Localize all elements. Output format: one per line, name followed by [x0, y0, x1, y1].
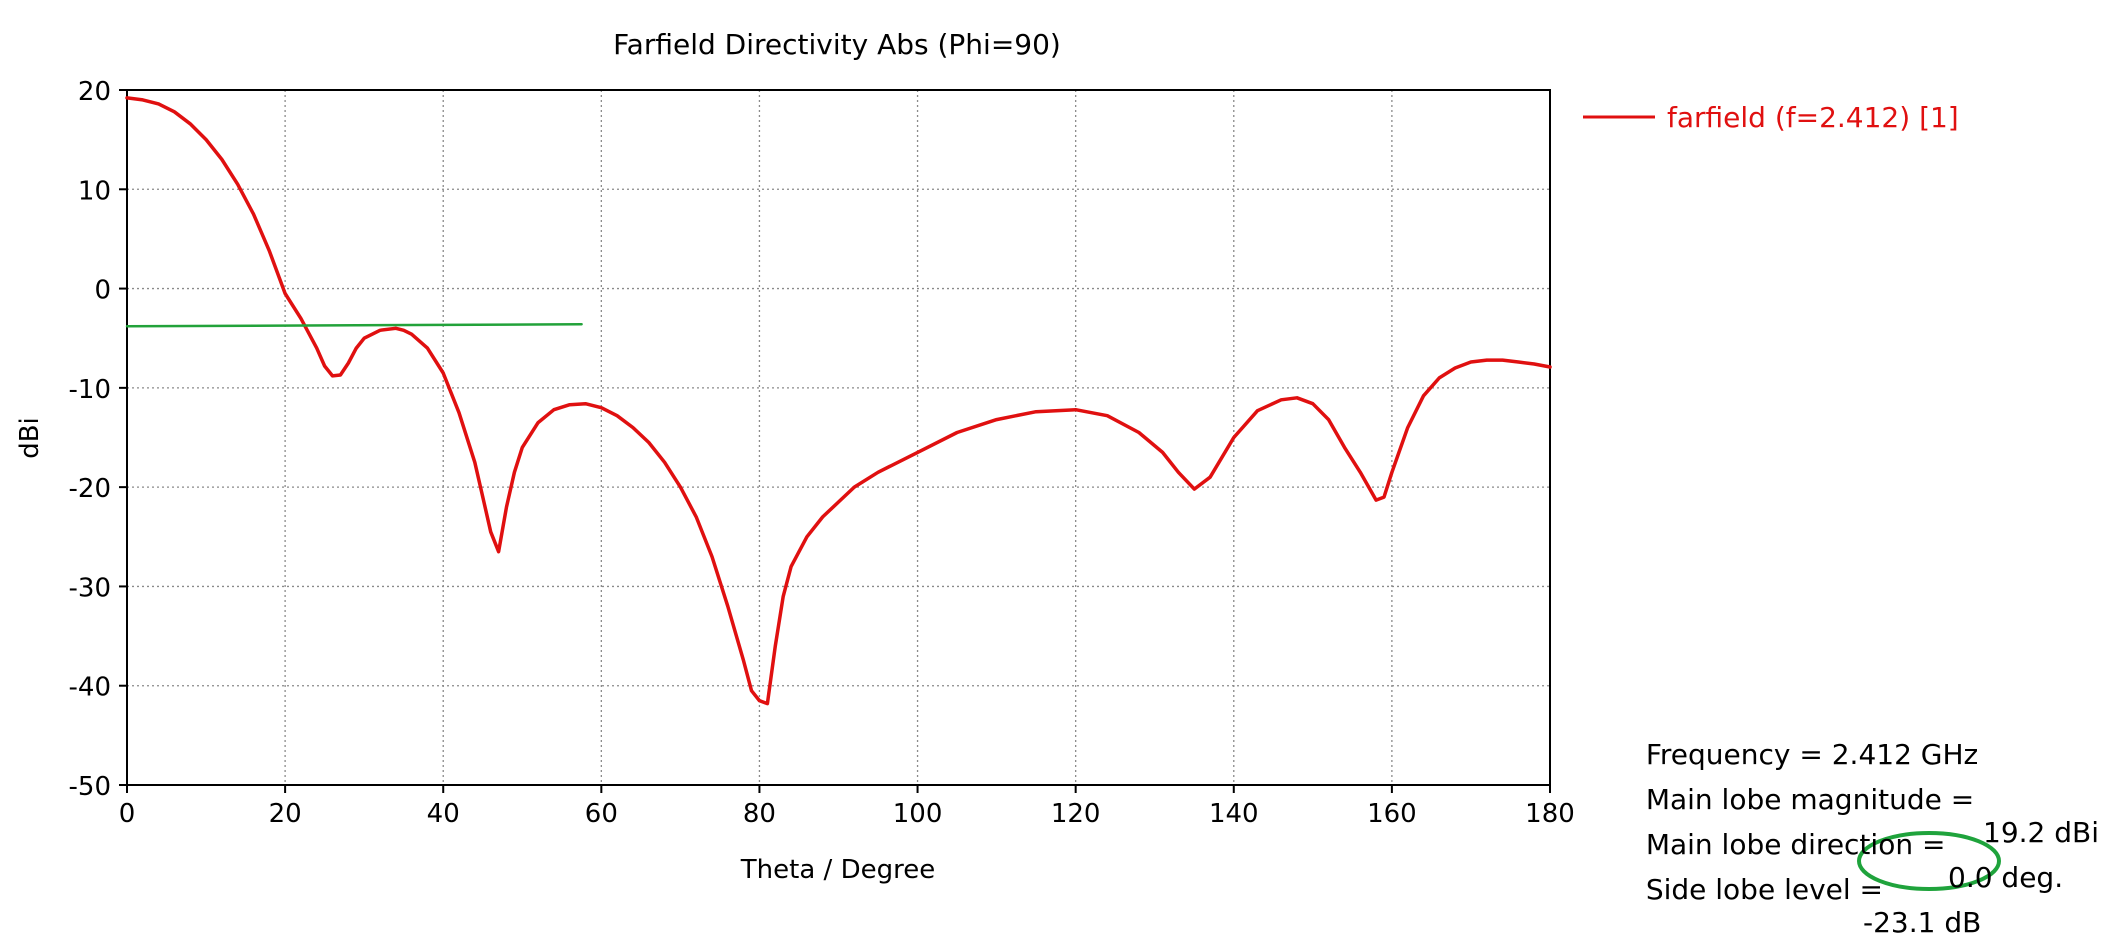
info-main-lobe-magnitude: Main lobe magnitude = 19.2 dBi	[1628, 750, 2099, 849]
info-side-lobe-level: Side lobe level = -23.1 dB	[1628, 840, 1982, 939]
axis-ticks: 0 20 40 60 80 100 120 140 160 18020100-10-20-30-4…	[69, 77, 1575, 829]
x-tick-label: 180	[1525, 799, 1575, 829]
y-tick-label: -30	[69, 573, 111, 603]
series-line-farfield	[125, 96, 1552, 706]
series-line-threshold	[125, 323, 583, 328]
info-main-lobe-direction: Main lobe direction = 0.0 deg.	[1628, 795, 2063, 894]
info-side-lobe-level-value: -23.1 dB	[1863, 906, 1982, 939]
x-tick-label: 0	[119, 799, 136, 829]
grid-lines	[127, 90, 1550, 785]
info-frequency-text: Frequency = 2.412 GHz	[1645, 738, 1979, 771]
y-tick-label: -50	[69, 772, 111, 802]
x-axis-label: Theta / Degree	[740, 855, 935, 885]
legend: farfield (f=2.412) [1]	[1583, 101, 1959, 134]
side-lobe-highlight-ellipse	[1857, 831, 2001, 891]
y-axis-label: dBi	[15, 417, 45, 459]
y-tick-label: -40	[69, 673, 111, 703]
y-tick-label: 10	[78, 176, 111, 206]
info-frequency: Frequency = 2.412 GHz	[1628, 705, 1978, 771]
x-tick-label: 160	[1367, 799, 1417, 829]
y-tick-label: 0	[94, 276, 111, 306]
info-main-lobe-magnitude-label: Main lobe magnitude =	[1645, 783, 1975, 816]
info-main-lobe-magnitude-value: 19.2 dBi	[1983, 816, 2100, 849]
x-tick-label: 80	[743, 799, 776, 829]
y-tick-label: -10	[69, 375, 111, 405]
info-main-lobe-direction-label: Main lobe direction =	[1645, 828, 1946, 861]
series-lines	[125, 96, 1552, 706]
x-tick-label: 120	[1051, 799, 1101, 829]
plot-frame	[126, 89, 1551, 786]
info-main-lobe-direction-value: 0.0 deg.	[1948, 861, 2064, 894]
chart: Farfield Directivity Abs (Phi=90) 0 20 40 6…	[15, 28, 2001, 891]
x-tick-label: 60	[585, 799, 618, 829]
info-side-lobe-level-label: Side lobe level =	[1645, 873, 1884, 906]
y-tick-label: 20	[78, 77, 111, 107]
x-tick-label: 140	[1209, 799, 1259, 829]
y-tick-label: -20	[69, 474, 111, 504]
x-tick-label: 40	[427, 799, 460, 829]
x-tick-label: 20	[269, 799, 302, 829]
chart-title: Farfield Directivity Abs (Phi=90)	[613, 28, 1061, 61]
legend-label-farfield: farfield (f=2.412) [1]	[1667, 101, 1959, 134]
x-tick-label: 100	[893, 799, 943, 829]
